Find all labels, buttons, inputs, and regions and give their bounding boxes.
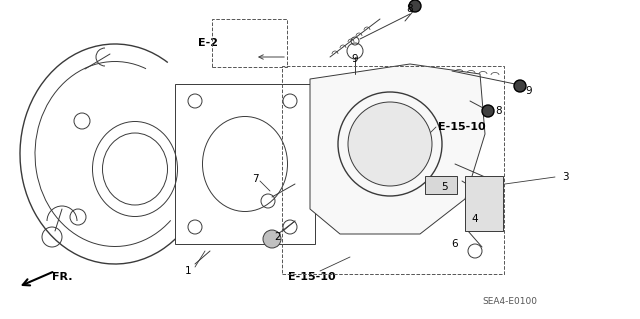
Circle shape [348, 102, 432, 186]
Text: FR.: FR. [52, 272, 72, 282]
Text: E-2: E-2 [198, 38, 218, 48]
Text: E-15-10: E-15-10 [438, 122, 486, 132]
Text: 7: 7 [252, 174, 259, 184]
Text: 2: 2 [275, 232, 282, 242]
Text: 6: 6 [452, 239, 458, 249]
Text: E-15-10: E-15-10 [288, 272, 336, 282]
Circle shape [263, 230, 281, 248]
Circle shape [514, 80, 526, 92]
Bar [282, 66, 504, 274]
Text: SEA4-E0100: SEA4-E0100 [483, 296, 538, 306]
Text: 8: 8 [406, 4, 413, 14]
Circle shape [482, 105, 494, 117]
Text: 4: 4 [472, 214, 478, 224]
Polygon shape [310, 64, 485, 234]
Bar [465, 176, 503, 231]
Text: 3: 3 [562, 172, 568, 182]
Circle shape [409, 0, 421, 12]
Text: 5: 5 [442, 182, 448, 192]
Bar [425, 176, 457, 194]
Text: 9: 9 [525, 86, 532, 96]
Bar [212, 19, 287, 67]
Text: 9: 9 [352, 54, 358, 64]
Text: 1: 1 [185, 266, 191, 276]
Polygon shape [175, 84, 315, 244]
Text: 8: 8 [495, 106, 502, 116]
